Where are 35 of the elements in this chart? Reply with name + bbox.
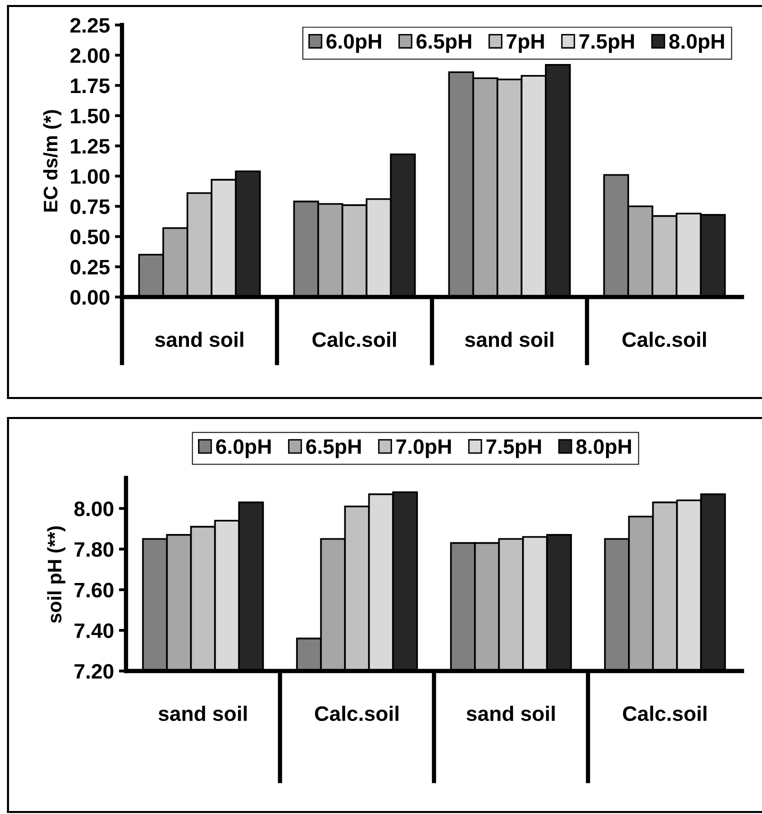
y-axis-title: EC ds/m (*) [43,110,62,212]
x-tick-label: sand soil [465,332,554,348]
y-tick-label: 1.75 [70,78,110,94]
x-tick-label: Calc.soil [623,706,706,722]
y-tick-label: 1.00 [70,169,110,184]
y-tick-label: 7.20 [74,664,114,679]
legend-label: 8.0pH [669,34,724,53]
legend-label: 8.0pH [576,439,631,458]
y-tick-label: 0.25 [70,260,110,275]
y-tick-label: 0.75 [70,199,110,214]
y-tick-label: 0.00 [70,290,110,305]
x-tick-label: Calc.soil [312,332,396,348]
legend-label: 6.0pH [326,34,382,53]
y-tick-label: 2.25 [70,18,110,33]
legend-label: 7.5pH [486,439,541,458]
x-tick-label: sand soil [155,332,244,348]
y-tick-label: 8.00 [74,501,114,516]
y-tick-label: 2.00 [70,48,110,63]
x-tick-label: Calc.soil [315,706,398,722]
legend-label: 6.0pH [216,439,271,458]
legend-label: 6.5pH [306,439,361,458]
legend-label: 6.5pH [416,34,472,53]
y-tick-label: 0.50 [70,230,110,244]
y-axis-title: soil pH (**) [47,526,66,623]
x-tick-label: sand soil [466,706,555,722]
legend-label: 7.0pH [396,439,451,458]
y-tick-label: 7.40 [74,623,114,638]
y-tick-label: 1.50 [70,108,110,124]
legend-label: 7pH [506,34,544,53]
y-tick-label: 1.25 [70,138,110,154]
x-tick-label: Calc.soil [622,332,706,348]
y-tick-label: 7.80 [74,542,114,557]
legend-label: 7.5pH [579,34,634,53]
x-tick-label: sand soil [158,706,247,722]
y-tick-label: 7.60 [74,582,114,598]
